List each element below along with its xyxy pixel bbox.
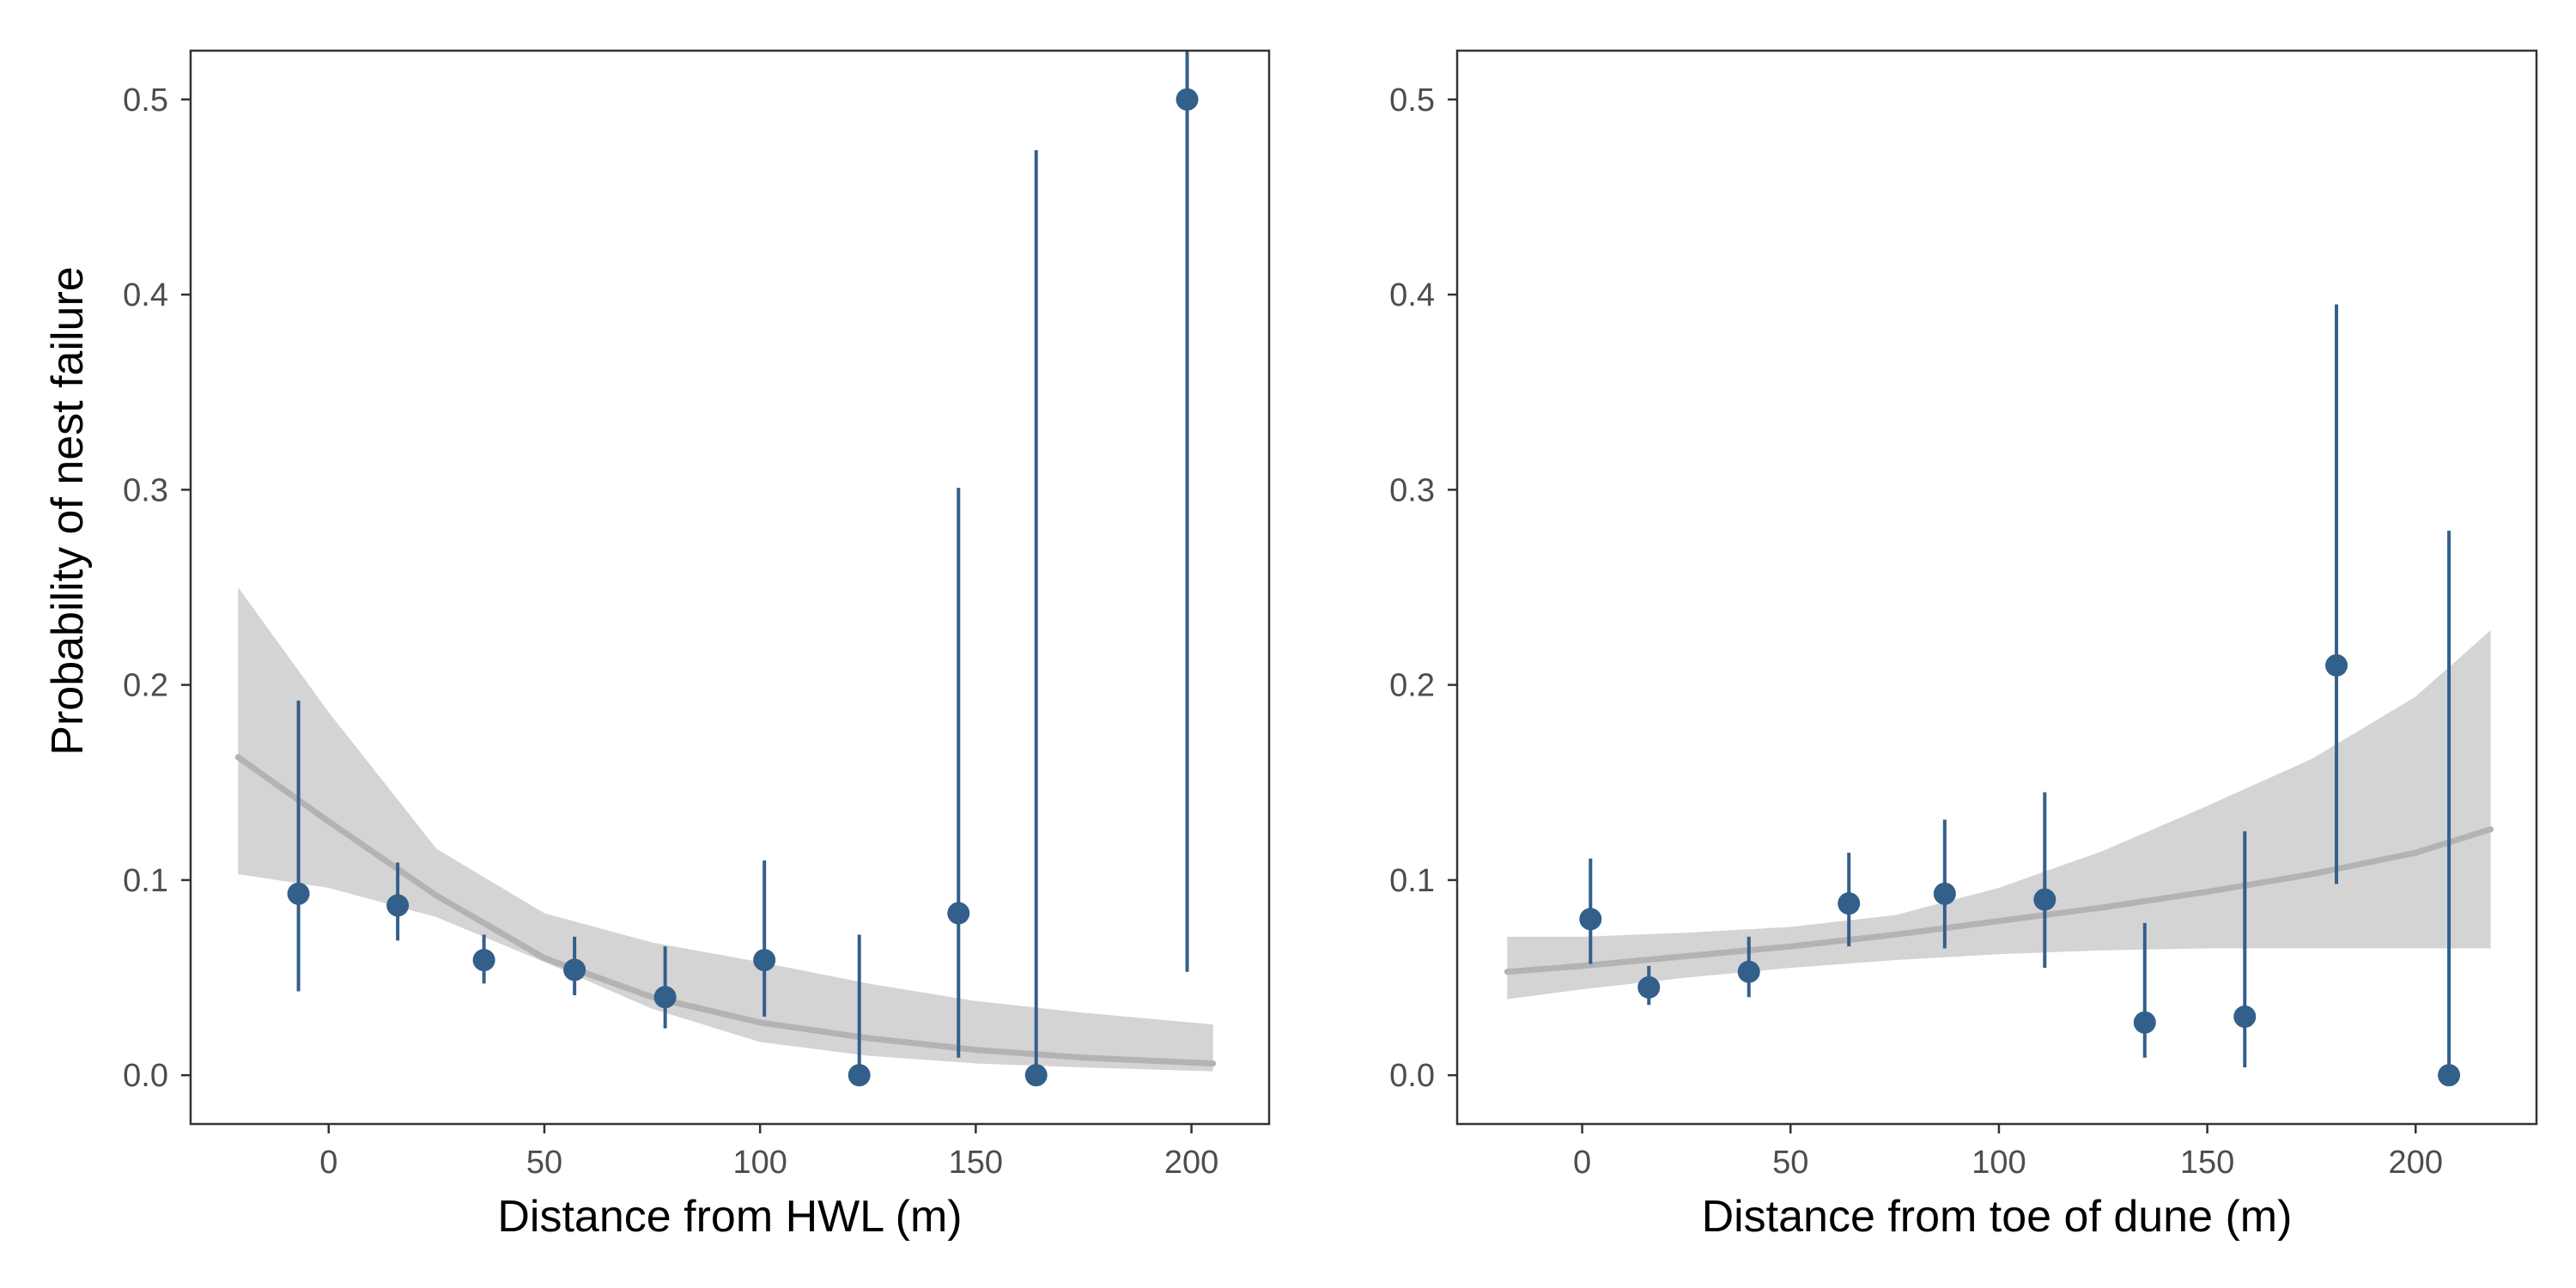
panel-border bbox=[1455, 49, 2538, 1126]
data-point bbox=[2325, 653, 2348, 677]
y-tick-label: 0.4 bbox=[123, 277, 168, 313]
x-tick-label: 200 bbox=[2389, 1145, 2443, 1181]
data-point bbox=[472, 949, 495, 972]
y-tick-label: 0.1 bbox=[123, 863, 168, 899]
x-tick-label: 150 bbox=[2180, 1145, 2234, 1181]
y-tick-label: 0.0 bbox=[123, 1058, 168, 1094]
left-panel: 0 50 100 150 200 0.0 0.1 0.2 0.3 0.4 0.5 Distance f… bbox=[123, 49, 1271, 1242]
y-tick-label: 0.2 bbox=[123, 668, 168, 704]
data-point bbox=[1737, 960, 1760, 983]
data-point bbox=[287, 882, 310, 905]
y-tick-label: 0.1 bbox=[1389, 863, 1435, 899]
y-tick-label: 0.5 bbox=[1389, 82, 1435, 118]
x-axis-title: Distance from HWL (m) bbox=[497, 1192, 962, 1242]
x-tick-label: 50 bbox=[1772, 1145, 1808, 1181]
data-point bbox=[2438, 1064, 2461, 1087]
y-tick-label: 0.5 bbox=[123, 82, 168, 118]
y-axis-title: Probability of nest failure bbox=[43, 266, 93, 755]
data-point bbox=[2033, 888, 2057, 911]
y-tick-label: 0.3 bbox=[1389, 472, 1435, 508]
data-point bbox=[753, 949, 776, 972]
right-panel: 0 50 100 150 200 0.0 0.1 0.2 0.3 0.4 0.5 Distance f… bbox=[1389, 49, 2538, 1242]
x-tick-label: 100 bbox=[1971, 1145, 2026, 1181]
panel-border bbox=[189, 49, 1271, 1126]
y-tick-label: 0.0 bbox=[1389, 1058, 1435, 1094]
x-tick-label: 200 bbox=[1164, 1145, 1218, 1181]
y-tick-label: 0.2 bbox=[1389, 668, 1435, 704]
data-point bbox=[1176, 88, 1199, 111]
fit-line bbox=[1504, 826, 2494, 975]
x-tick-label: 0 bbox=[319, 1145, 337, 1181]
x-tick-label: 150 bbox=[949, 1145, 1003, 1181]
confidence-ribbon bbox=[238, 587, 1213, 1072]
data-point bbox=[1579, 908, 1602, 931]
data-point bbox=[2133, 1011, 2156, 1034]
data-point bbox=[1024, 1064, 1048, 1087]
data-point bbox=[386, 894, 410, 917]
y-tick-label: 0.3 bbox=[123, 472, 168, 508]
data-point bbox=[653, 986, 677, 1009]
x-tick-label: 50 bbox=[526, 1145, 562, 1181]
data-point bbox=[2233, 1005, 2257, 1028]
fit-line bbox=[234, 754, 1217, 1067]
data-point bbox=[1933, 882, 1956, 905]
data-point bbox=[563, 958, 586, 981]
data-point bbox=[1637, 975, 1661, 999]
x-axis-title: Distance from toe of dune (m) bbox=[1702, 1192, 2293, 1242]
y-tick-label: 0.4 bbox=[1389, 277, 1435, 313]
x-tick-label: 0 bbox=[1573, 1145, 1591, 1181]
data-point bbox=[848, 1064, 871, 1087]
data-point bbox=[947, 902, 970, 925]
data-point bbox=[1838, 892, 1861, 915]
x-tick-label: 100 bbox=[732, 1145, 787, 1181]
